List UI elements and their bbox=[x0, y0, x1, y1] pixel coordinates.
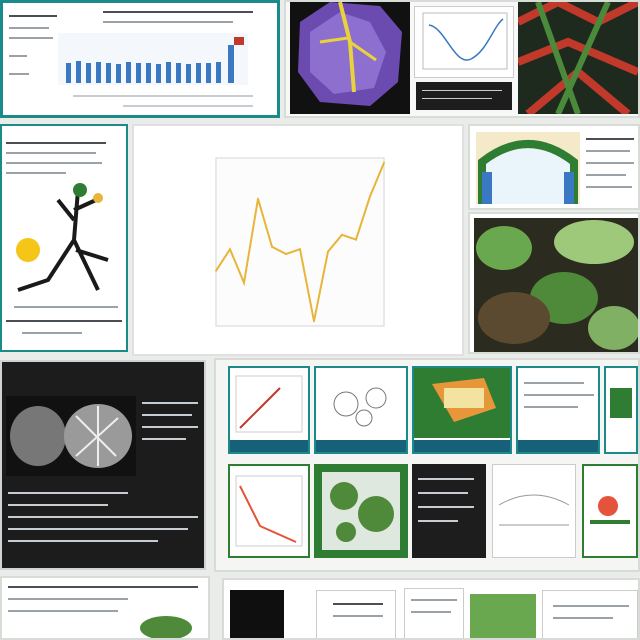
gallery-item[interactable] bbox=[314, 464, 408, 558]
thumbnail-gallery[interactable] bbox=[214, 358, 640, 572]
text-line bbox=[123, 105, 253, 107]
xray-leaf-image bbox=[6, 396, 136, 476]
gallery-item[interactable] bbox=[228, 366, 310, 454]
gallery-item[interactable] bbox=[516, 366, 600, 454]
data-point bbox=[215, 269, 217, 272]
dark-document-tile[interactable] bbox=[0, 360, 206, 570]
data-point bbox=[313, 320, 315, 323]
gallery-item[interactable] bbox=[316, 590, 396, 638]
data-point bbox=[285, 253, 287, 255]
data-point bbox=[229, 248, 231, 251]
foliage-photo bbox=[474, 218, 638, 352]
text-line bbox=[9, 55, 27, 57]
data-point bbox=[299, 248, 301, 251]
data-point bbox=[369, 195, 371, 198]
bottom-gallery-strip[interactable] bbox=[222, 578, 640, 640]
data-point bbox=[271, 245, 273, 248]
data-point bbox=[355, 238, 357, 241]
plot-area bbox=[215, 157, 385, 327]
data-point bbox=[243, 281, 245, 284]
gallery-item[interactable] bbox=[404, 588, 464, 638]
text-line bbox=[103, 11, 253, 13]
bar-chart-thumbnail bbox=[58, 33, 248, 85]
gallery-item[interactable] bbox=[470, 594, 536, 638]
text-line bbox=[9, 15, 57, 17]
gallery-item[interactable] bbox=[542, 590, 638, 638]
line-chart-tile[interactable] bbox=[132, 124, 464, 356]
data-point bbox=[341, 233, 343, 236]
data-point bbox=[327, 250, 329, 253]
text-line bbox=[9, 37, 53, 39]
gallery-item[interactable] bbox=[228, 464, 310, 558]
plant-thumbnail bbox=[140, 616, 192, 638]
foliage-photo-tile[interactable] bbox=[468, 212, 640, 354]
foliage-network-thumbnail bbox=[518, 2, 638, 114]
line-chart bbox=[215, 157, 385, 327]
tree-illustration-thumbnail bbox=[16, 183, 109, 292]
gallery-item[interactable] bbox=[604, 366, 638, 454]
garden-arch-thumbnail bbox=[476, 132, 580, 204]
bottom-left-document-tile[interactable] bbox=[0, 576, 210, 640]
gallery-item[interactable] bbox=[230, 590, 284, 638]
gallery-item[interactable] bbox=[314, 366, 408, 454]
gallery-item[interactable] bbox=[492, 464, 576, 558]
text-line bbox=[103, 21, 233, 23]
data-point bbox=[257, 197, 259, 200]
tree-document-tile[interactable] bbox=[0, 124, 128, 352]
text-line bbox=[9, 73, 29, 75]
gallery-item[interactable] bbox=[582, 464, 638, 558]
data-point bbox=[383, 161, 385, 164]
bar-chart-document-tile[interactable] bbox=[0, 0, 280, 118]
text-line bbox=[9, 27, 49, 29]
garden-article-tile[interactable] bbox=[468, 124, 640, 210]
dark-caption-panel bbox=[416, 82, 512, 110]
text-line bbox=[73, 95, 253, 97]
gallery-item[interactable] bbox=[412, 464, 486, 558]
gallery-item[interactable] bbox=[412, 366, 512, 454]
leaf-mosaic-thumbnail bbox=[290, 2, 410, 114]
line-plot-thumbnail bbox=[414, 6, 514, 78]
science-figure-tile[interactable] bbox=[284, 0, 640, 118]
